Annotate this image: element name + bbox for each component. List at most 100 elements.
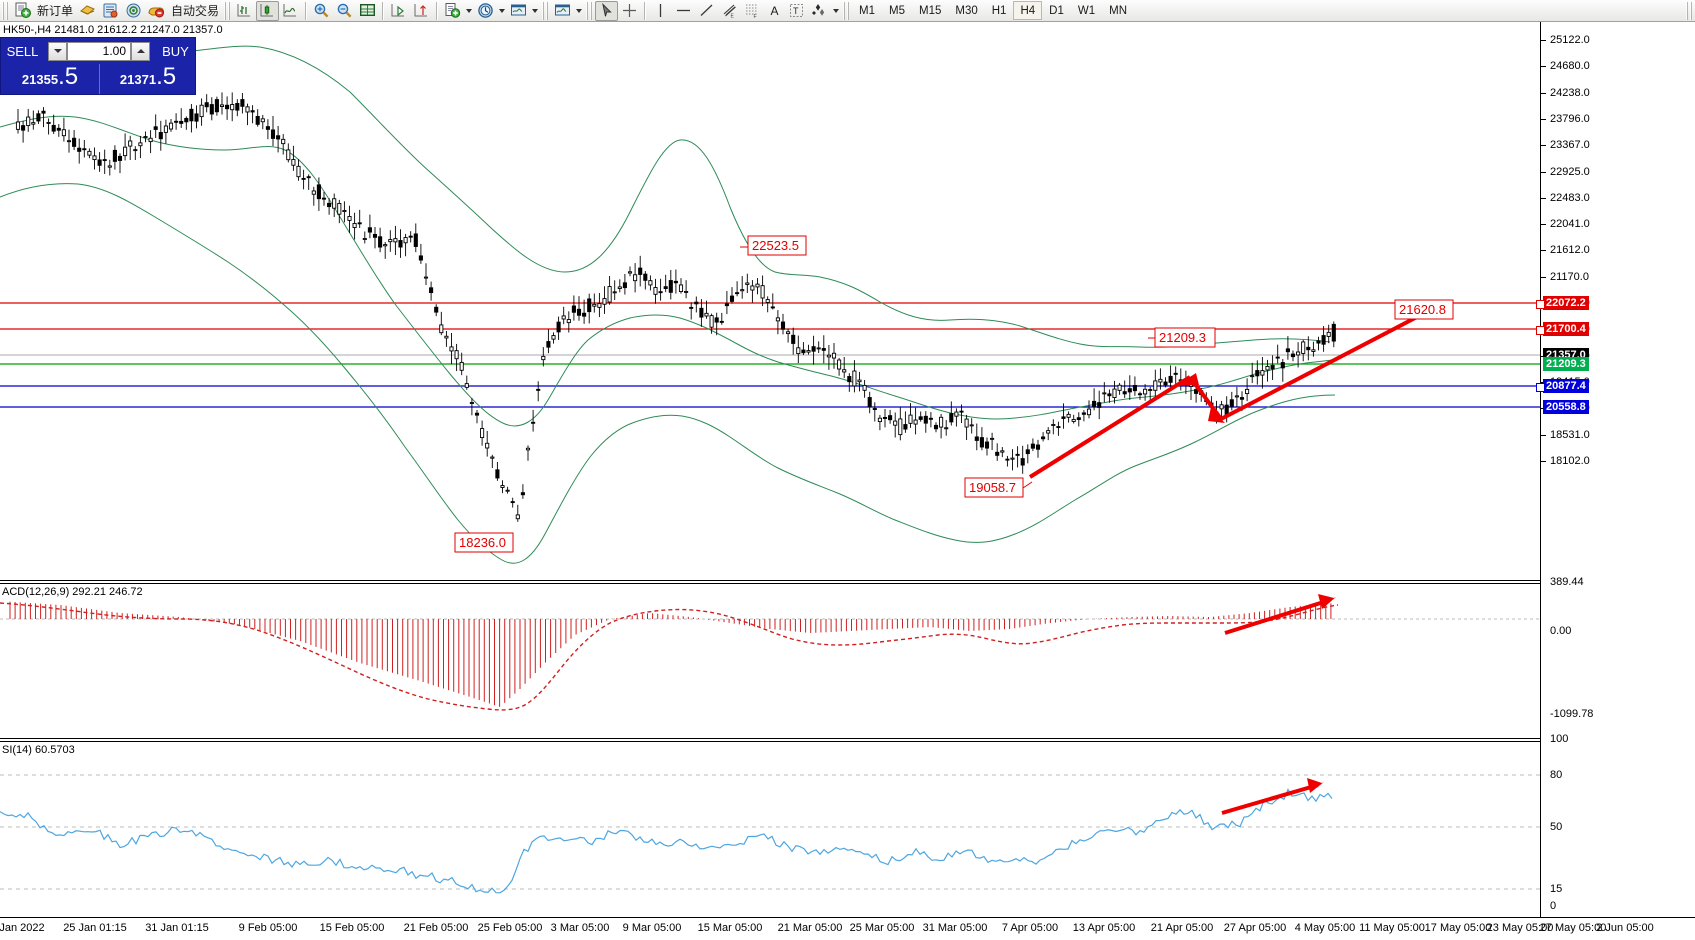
trend-arrows[interactable] [1028, 300, 1447, 479]
expert-advisor-icon[interactable] [76, 1, 99, 21]
chart-templates-icon[interactable] [551, 1, 574, 21]
market-watch-icon[interactable] [99, 1, 122, 21]
chart-grid-icon[interactable] [356, 1, 379, 21]
annotation-box[interactable] [454, 532, 514, 553]
arrows-icon[interactable] [808, 1, 831, 21]
toolbar-grip[interactable] [2, 1, 9, 20]
volume-stepper[interactable]: 1.00 [48, 41, 150, 61]
macd-trend-arrow[interactable] [1224, 594, 1336, 635]
new-order-icon-button[interactable] [11, 1, 34, 21]
candle-body [26, 116, 31, 127]
time-axis[interactable]: Jan 2022 25 Jan 01:15 31 Jan 01:15 9 Feb 05… [0, 917, 1695, 940]
annotation-box[interactable] [1394, 299, 1454, 320]
rsi-trend-arrow[interactable] [1221, 778, 1324, 815]
line-chart-icon[interactable] [279, 1, 302, 21]
bar-chart-icon[interactable] [233, 1, 256, 21]
volume-decrease-button[interactable] [48, 41, 67, 61]
toolbar-grip-4[interactable] [586, 1, 594, 20]
indicators-icon[interactable] [441, 1, 464, 21]
timeframe-d1[interactable]: D1 [1049, 4, 1064, 17]
one-click-trading-panel[interactable]: SELL 1.00 BUY 21355 .5 21371 .5 [0, 37, 196, 95]
timeframe-w1[interactable]: W1 [1077, 4, 1096, 17]
price-highlight-22072.2[interactable]: 22072.2 [1543, 296, 1589, 310]
candle-body [21, 125, 26, 131]
fibonacci-icon[interactable]: F [741, 1, 764, 21]
period-dropdown-caret[interactable] [499, 8, 506, 13]
bollinger-middle [0, 115, 1336, 427]
chart-templates-caret[interactable] [576, 8, 583, 13]
level-drag-handle[interactable] [1536, 300, 1545, 309]
toolbar-grip-3[interactable] [542, 1, 550, 20]
toolbar-grip-5[interactable] [843, 1, 851, 20]
candle-body [862, 384, 867, 391]
buy-button[interactable]: BUY [162, 43, 189, 59]
text-label-icon[interactable]: T [785, 1, 808, 21]
price-plot[interactable]: 22523.5 21620.8 21209.3 19058.7 18236.0 [0, 22, 1540, 917]
candle-body [566, 319, 571, 324]
templates-dropdown-caret[interactable] [532, 8, 539, 13]
timeframe-m5[interactable]: M5 [889, 4, 905, 17]
candle-body [163, 125, 168, 133]
timeframe-h1[interactable]: H1 [991, 4, 1007, 17]
annotation-box[interactable] [1154, 327, 1216, 348]
candle-body [893, 420, 898, 426]
candle-body [158, 132, 163, 140]
toolbar-grip-6[interactable] [1686, 1, 1693, 20]
volume-input[interactable]: 1.00 [67, 41, 131, 61]
trendline-icon[interactable] [695, 1, 718, 21]
rsi-plot[interactable] [0, 741, 1540, 917]
new-order-label[interactable]: 新订单 [37, 4, 74, 18]
zoom-in-icon[interactable] [310, 1, 333, 21]
macd-plot[interactable] [0, 583, 1540, 715]
autotrading-label[interactable]: 自动交易 [171, 4, 220, 18]
timeframe-m15[interactable]: M15 [919, 4, 942, 17]
auto-scroll-icon[interactable] [387, 1, 410, 21]
price-highlight-20558.8[interactable]: 20558.8 [1543, 400, 1589, 414]
price-annotations[interactable]: 22523.5 21620.8 21209.3 19058.7 18236.0 [454, 235, 1454, 553]
timeframe-m1[interactable]: M1 [859, 4, 876, 17]
period-clock-icon[interactable] [474, 1, 497, 21]
candle-body [933, 424, 939, 430]
equidistant-channel-icon[interactable]: E [718, 1, 741, 21]
chart-window[interactable]: HK50-,H4 21481.0 21612.2 21247.0 21357.0 [0, 22, 1695, 940]
level-drag-handle[interactable] [1536, 326, 1545, 335]
price-highlight-21209.3[interactable]: 21209.3 [1543, 357, 1589, 371]
price-highlight-20877.4[interactable]: 20877.4 [1543, 379, 1589, 393]
zoom-out-icon[interactable] [333, 1, 356, 21]
level-drag-handle[interactable] [1536, 383, 1545, 392]
buy-price[interactable]: 21371 .5 [99, 64, 197, 94]
vertical-line-icon[interactable] [649, 1, 672, 21]
candle-body [1066, 413, 1071, 418]
chart-shift-icon[interactable] [410, 1, 433, 21]
candle-body [398, 240, 403, 248]
candlestick-chart-icon[interactable] [256, 0, 280, 21]
crosshair-icon[interactable] [618, 1, 641, 21]
candle-body [225, 104, 230, 110]
candle-body [1219, 404, 1224, 410]
toolbar-grip-2[interactable] [224, 1, 232, 20]
rsi-arrow-line[interactable] [1221, 783, 1319, 815]
candle-body [1092, 400, 1097, 407]
macd-arrow-line[interactable] [1224, 598, 1331, 635]
timeframe-m30[interactable]: M30 [955, 4, 978, 17]
autotrading-icon[interactable] [145, 1, 168, 21]
text-icon[interactable]: A [770, 3, 779, 18]
sell-button[interactable]: SELL [6, 43, 39, 59]
indicators-dropdown-caret[interactable] [466, 8, 473, 13]
trend-arrow-up-1[interactable] [1028, 375, 1192, 479]
annotation-box[interactable] [747, 235, 807, 256]
data-window-icon[interactable] [122, 1, 145, 21]
trend-arrow-up-2[interactable] [1220, 303, 1441, 421]
volume-increase-button[interactable] [131, 41, 150, 61]
arrows-dropdown-caret[interactable] [833, 8, 840, 13]
timeframe-mn[interactable]: MN [1109, 4, 1127, 17]
price-axis[interactable]: 25122.0 24680.0 24238.0 23796.0 23367.0 22925… [1536, 22, 1695, 917]
sell-price[interactable]: 21355 .5 [1, 64, 99, 94]
templates-icon[interactable] [507, 1, 530, 21]
candle-body [786, 331, 791, 335]
candle-body [515, 514, 520, 520]
timeframe-h4[interactable]: H4 [1013, 1, 1043, 20]
cursor-icon[interactable] [595, 0, 619, 21]
price-highlight-21700.4[interactable]: 21700.4 [1543, 322, 1589, 336]
horizontal-line-icon[interactable] [672, 1, 695, 21]
